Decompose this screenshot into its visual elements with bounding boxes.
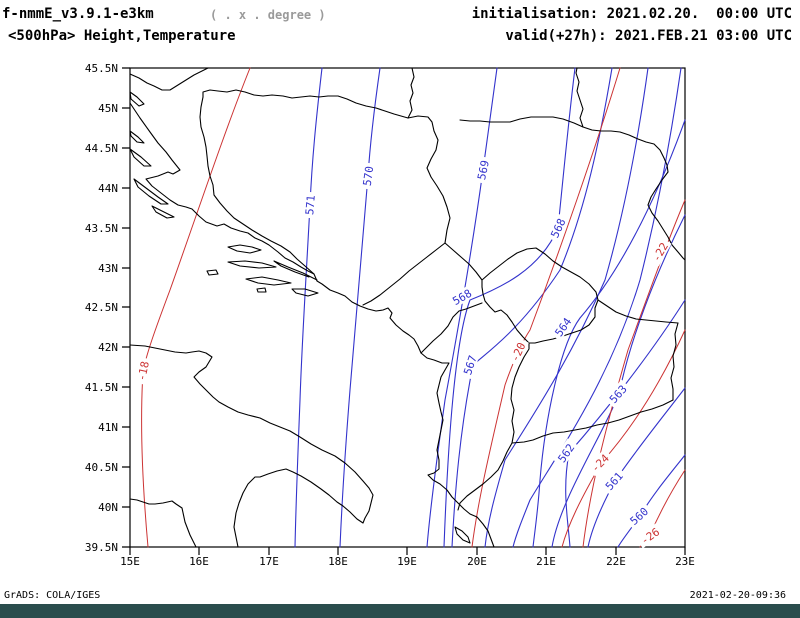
island-kornati <box>151 205 175 219</box>
lat-label: 43N <box>98 262 118 275</box>
lat-label: 41.5N <box>85 381 118 394</box>
height-contour-565 <box>512 67 682 548</box>
temp-label: -26 <box>635 522 665 549</box>
border-kosovo <box>481 247 599 344</box>
height-contour-562 <box>565 299 686 548</box>
border-croatia-bosnia <box>199 89 409 275</box>
island-corfu <box>454 526 471 544</box>
level-variable-title: <500hPa> Height,Temperature <box>8 28 236 44</box>
lat-label: 40.5N <box>85 461 118 474</box>
lon-label: 15E <box>120 555 140 568</box>
svg-text:-18: -18 <box>135 360 152 382</box>
height-label: 563 <box>604 379 632 408</box>
height-label: 568 <box>546 213 569 243</box>
lon-label: 17E <box>259 555 279 568</box>
temp-contour--24 <box>561 329 686 548</box>
lat-label: 41N <box>98 421 118 434</box>
height-label: 562 <box>552 438 579 468</box>
temp-label: -18 <box>133 356 152 385</box>
svg-text:570: 570 <box>361 165 377 186</box>
lat-label: 40N <box>98 501 118 514</box>
lat-label: 45N <box>98 102 118 115</box>
kvarner-islet-1 <box>129 91 145 107</box>
island-hvar <box>227 260 277 269</box>
height-label: 560 <box>624 502 653 530</box>
initialisation-time: initialisation: 2021.02.20. 00:00 UTC <box>471 6 792 22</box>
kvarner-islet-2 <box>129 130 145 144</box>
height-contour-566 <box>484 67 649 548</box>
island-pag <box>129 148 152 167</box>
temp-contour--20 <box>471 67 621 548</box>
height-label: 569 <box>473 155 492 184</box>
valid-time: valid(+27h): 2021.FEB.21 03:00 UTC <box>505 28 792 44</box>
border-serbia-romania-north <box>575 67 584 128</box>
grads-credit: GrADS: COLA/IGES <box>4 590 101 601</box>
border-serbia-macedonia <box>597 299 679 324</box>
island-brac <box>227 244 262 254</box>
border-serbia-bulgaria <box>647 171 686 261</box>
lon-label: 18E <box>328 555 348 568</box>
height-label: 567 <box>459 350 480 380</box>
island-dugi-otok <box>133 178 169 205</box>
border-albania-greece <box>457 442 513 511</box>
border-croatia-serbia <box>407 67 415 119</box>
svg-text:569: 569 <box>475 159 492 181</box>
temp-contour--18 <box>141 67 251 548</box>
island-lastovo <box>256 287 267 293</box>
peljesac-peninsula <box>273 260 318 281</box>
height-contour-568 <box>443 67 576 548</box>
lon-label: 20E <box>467 555 487 568</box>
coastline-italy-adriatic <box>129 344 374 548</box>
border-bosnia-serbia-drina <box>407 115 451 244</box>
svg-text:567: 567 <box>461 354 480 377</box>
map-frame <box>129 67 686 548</box>
height-contour-564 <box>532 119 686 548</box>
height-label: 564 <box>549 312 576 342</box>
height-label: 561 <box>600 466 628 495</box>
island-korcula <box>245 276 292 286</box>
height-label: 570 <box>359 162 376 190</box>
border-macedonia-albania <box>510 342 530 444</box>
lat-label: 43.5N <box>85 222 118 235</box>
border-macedonia-greece <box>511 399 674 444</box>
lat-label: 44.5N <box>85 142 118 155</box>
height-contour-567 <box>451 67 613 548</box>
border-bosnia-montenegro <box>362 242 446 306</box>
lat-label: 42N <box>98 341 118 354</box>
y-axis-ticks <box>122 67 130 548</box>
creation-timestamp: 2021-02-20-09:36 <box>689 590 786 601</box>
lat-label: 42.5N <box>85 301 118 314</box>
bottom-bar <box>0 604 800 618</box>
height-label: 571 <box>301 191 318 219</box>
border-montenegro-albania <box>420 302 483 354</box>
model-title: f-nmmE_v3.9.1-e3km <box>2 6 154 22</box>
lat-label: 44N <box>98 182 118 195</box>
grid-resolution-note: ( . x . degree ) <box>210 8 326 22</box>
border-macedonia-bulgaria <box>670 322 679 401</box>
lon-label: 16E <box>189 555 209 568</box>
x-axis-ticks <box>129 547 686 555</box>
lat-label: 45.5N <box>85 62 118 75</box>
border-montenegro-serbia <box>444 242 483 281</box>
lon-label: 19E <box>397 555 417 568</box>
lon-label: 21E <box>536 555 556 568</box>
svg-text:571: 571 <box>303 195 318 216</box>
temp-label: -20 <box>506 337 529 367</box>
coastline-east-adriatic <box>129 102 495 548</box>
island-mljet <box>291 288 319 297</box>
border-slovenia-croatia <box>129 67 209 91</box>
island-vis <box>206 269 219 276</box>
lat-label: 39.5N <box>85 541 118 554</box>
lon-label: 23E <box>675 555 695 568</box>
height-contour-570 <box>339 67 381 548</box>
lon-label: 22E <box>606 555 626 568</box>
coastline-italy-tyrrhenian <box>129 498 197 548</box>
